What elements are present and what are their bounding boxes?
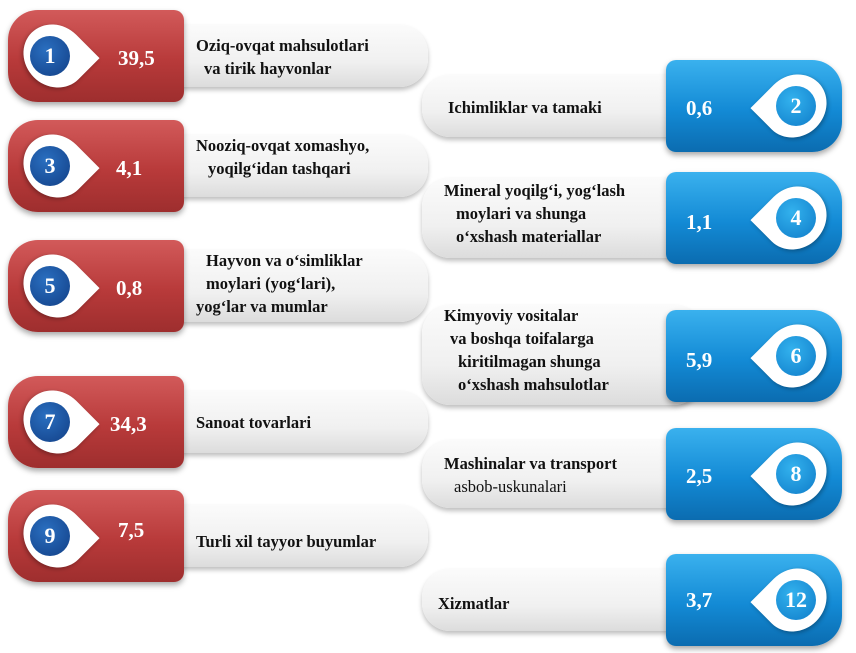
item-6-label-pill	[422, 305, 702, 405]
item-1-value: 39,5	[118, 46, 155, 70]
item-1-badge: 1 39,5	[8, 10, 184, 102]
item-4-label-line-2: moylari va shunga	[456, 204, 587, 223]
item-12-badge: 12 3,7	[666, 554, 842, 646]
item-4-badge: 4 1,1	[666, 172, 842, 264]
item-5-badge: 5 0,8	[8, 240, 184, 332]
item-1-label: Oziq-ovqat mahsulotlari va tirik hayvonl…	[196, 34, 369, 80]
item-7-number: 7	[30, 402, 70, 442]
item-7: 7 34,3 Sanoat tovarlari	[8, 376, 428, 468]
item-2-value: 0,6	[686, 96, 713, 120]
item-1-label-pill	[158, 25, 428, 87]
item-12-label-pill	[422, 569, 702, 631]
item-3-value: 4,1	[116, 156, 143, 180]
item-5-number: 5	[30, 266, 70, 306]
item-8-label-line-1: Mashinalar va transport	[444, 454, 617, 473]
item-9: 9 7,5 Turli xil tayyor buyumlar	[8, 490, 428, 582]
item-2-badge: 2 0,6	[666, 60, 842, 152]
item-6-label-line-1: Kimyoviy vositalar	[444, 306, 579, 325]
item-9-label-line-1: Turli xil tayyor buyumlar	[196, 532, 377, 551]
item-3-label-line-2: yoqilg‘idan tashqari	[208, 159, 351, 178]
item-12: 12 3,7 Xizmatlar	[422, 554, 842, 646]
item-12-label: Xizmatlar	[438, 592, 509, 615]
item-6-value: 5,9	[686, 348, 713, 372]
item-3-label: Nooziq-ovqat xomashyo, yoqilg‘idan tashq…	[196, 134, 369, 180]
item-4-label-pill	[422, 178, 702, 258]
item-6: 6 5,9 Kimyoviy vositalar va boshqa toifa…	[422, 300, 842, 412]
item-6-label-line-2: va boshqa toifalarga	[450, 329, 594, 348]
item-9-label: Turli xil tayyor buyumlar	[196, 530, 376, 553]
item-9-number: 9	[30, 516, 70, 556]
item-4-number: 4	[776, 198, 816, 238]
item-2: 2 0,6 Ichimliklar va tamaki	[422, 60, 842, 152]
item-5-label-line-2: moylari (yog‘lari),	[206, 274, 336, 293]
item-5-value: 0,8	[116, 276, 143, 300]
item-7-badge: 7 34,3	[8, 376, 184, 468]
item-8-badge: 8 2,5	[666, 428, 842, 520]
item-9-badge: 9 7,5	[8, 490, 184, 582]
item-7-label-pill	[158, 391, 428, 453]
item-8: 8 2,5 Mashinalar va transport asbob-usku…	[422, 428, 842, 520]
item-4-label: Mineral yoqilg‘i, yog‘lash moylari va sh…	[444, 179, 625, 248]
item-1: 1 39,5 Oziq-ovqat mahsulotlari va tirik …	[8, 10, 428, 102]
item-5-label-pill	[158, 250, 428, 322]
item-8-value: 2,5	[686, 464, 713, 488]
item-7-value: 34,3	[110, 412, 147, 436]
item-1-label-line-1: Oziq-ovqat mahsulotlari	[196, 36, 369, 55]
item-9-value: 7,5	[118, 518, 145, 542]
item-1-number: 1	[30, 36, 70, 76]
item-2-label: Ichimliklar va tamaki	[448, 96, 602, 119]
item-8-label-pill	[422, 440, 702, 508]
item-6-label-line-3: kiritilmagan shunga	[458, 352, 601, 371]
item-5: 5 0,8 Hayvon va o‘simliklar moylari (yog…	[8, 240, 428, 332]
item-2-label-pill	[422, 75, 702, 137]
item-3-label-line-1: Nooziq-ovqat xomashyo,	[196, 136, 370, 155]
item-5-label: Hayvon va o‘simliklar moylari (yog‘lari)…	[196, 249, 363, 318]
item-6-label: Kimyoviy vositalar va boshqa toifalarga …	[444, 304, 609, 396]
item-1-label-line-2: va tirik hayvonlar	[204, 59, 332, 78]
item-4-label-line-1: Mineral yoqilg‘i, yog‘lash	[444, 181, 626, 200]
item-7-label: Sanoat tovarlari	[196, 411, 311, 434]
item-7-label-line-1: Sanoat tovarlari	[196, 413, 312, 432]
item-9-label-pill	[158, 505, 428, 567]
item-3-label-pill	[158, 135, 428, 197]
item-5-label-line-3: yog‘lar va mumlar	[196, 297, 328, 316]
item-4-value: 1,1	[686, 210, 713, 234]
item-12-value: 3,7	[686, 588, 713, 612]
item-8-label-line-2: asbob-uskunalari	[454, 477, 567, 496]
item-3-number: 3	[30, 146, 70, 186]
item-2-label-line-1: Ichimliklar va tamaki	[448, 98, 602, 117]
item-12-label-line-1: Xizmatlar	[438, 594, 510, 613]
item-6-label-line-4: o‘xshash mahsulotlar	[458, 375, 609, 394]
item-5-label-line-1: Hayvon va o‘simliklar	[206, 251, 363, 270]
item-4: 4 1,1 Mineral yoqilg‘i, yog‘lash moylari…	[422, 172, 842, 264]
item-8-label: Mashinalar va transport asbob-uskunalari	[444, 452, 617, 498]
item-4-label-line-3: o‘xshash materiallar	[456, 227, 602, 246]
item-6-badge: 6 5,9	[666, 310, 842, 402]
item-3-badge: 3 4,1	[8, 120, 184, 212]
item-12-number: 12	[776, 580, 816, 620]
item-3: 3 4,1 Nooziq-ovqat xomashyo, yoqilg‘idan…	[8, 120, 428, 212]
item-2-number: 2	[776, 86, 816, 126]
item-6-number: 6	[776, 336, 816, 376]
item-8-number: 8	[776, 454, 816, 494]
